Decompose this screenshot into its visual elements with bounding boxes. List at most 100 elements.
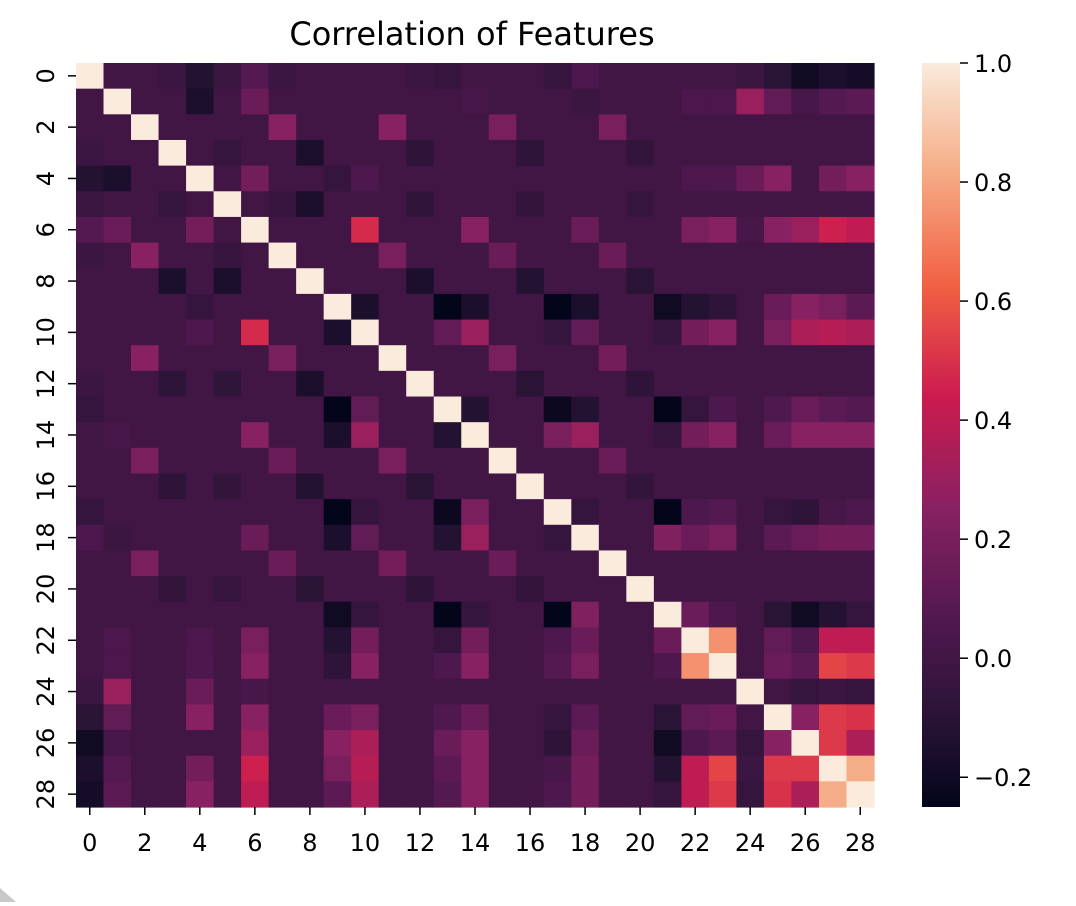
- heatmap-cell: [763, 345, 793, 372]
- heatmap-cell: [818, 370, 848, 398]
- heatmap-cell: [488, 550, 517, 577]
- heatmap-cell: [626, 730, 655, 757]
- heatmap-cell: [708, 653, 738, 680]
- heatmap-cell: [131, 422, 160, 449]
- heatmap-cell: [488, 268, 517, 295]
- heatmap-cell: [103, 704, 132, 731]
- heatmap-cell: [158, 216, 187, 244]
- heatmap-cell: [213, 601, 242, 629]
- heatmap-cell: [406, 576, 435, 603]
- heatmap-cell: [323, 242, 352, 269]
- heatmap-cell: [653, 653, 682, 680]
- heatmap-cell: [186, 499, 215, 526]
- heatmap-cell: [818, 345, 848, 372]
- heatmap-cell: [681, 755, 710, 782]
- heatmap-cell: [488, 63, 517, 90]
- heatmap-cell: [791, 576, 820, 603]
- heatmap-cell: [406, 678, 435, 705]
- heatmap-cell: [323, 653, 352, 680]
- colorbar-tick-label: −0.2: [974, 764, 1032, 792]
- heatmap-cell: [268, 447, 297, 475]
- heatmap-cell: [708, 576, 738, 603]
- heatmap-cell: [571, 88, 600, 115]
- heatmap-cell: [763, 499, 793, 526]
- heatmap-cell: [763, 576, 793, 603]
- heatmap-cell: [516, 88, 545, 115]
- heatmap-cell: [323, 499, 352, 526]
- heatmap-cell: [433, 345, 462, 372]
- heatmap-cell: [378, 627, 407, 654]
- heatmap-cell: [846, 319, 875, 346]
- heatmap-cell: [296, 114, 325, 141]
- heatmap-cell: [708, 755, 738, 782]
- heatmap-cell: [268, 139, 297, 167]
- heatmap-cell: [433, 242, 462, 269]
- heatmap-cell: [103, 63, 132, 90]
- heatmap-cell: [131, 447, 160, 475]
- heatmap-cell: [241, 345, 270, 372]
- heatmap-cell: [406, 139, 435, 167]
- heatmap-cell: [736, 601, 765, 629]
- heatmap-cell: [791, 370, 820, 398]
- heatmap-cell: [186, 63, 215, 90]
- heatmap-cell: [351, 242, 380, 269]
- heatmap-cell: [241, 473, 270, 500]
- heatmap-cell: [681, 319, 710, 346]
- x-tick-label: 4: [192, 829, 207, 857]
- heatmap-cell: [433, 396, 462, 423]
- heatmap-cell: [213, 396, 242, 423]
- heatmap-cell: [268, 370, 297, 398]
- heatmap-cell: [241, 63, 270, 90]
- heatmap-cell: [763, 139, 793, 167]
- heatmap-cell: [818, 653, 848, 680]
- heatmap-cell: [626, 499, 655, 526]
- resize-handle-icon[interactable]: [0, 888, 16, 902]
- heatmap-cell: [653, 704, 682, 731]
- heatmap-cell: [213, 627, 242, 654]
- heatmap-cell: [543, 550, 572, 577]
- heatmap-cell: [351, 396, 380, 423]
- heatmap-cell: [131, 653, 160, 680]
- heatmap-cell: [736, 781, 765, 808]
- heatmap-cell: [488, 242, 517, 269]
- heatmap-cell: [516, 242, 545, 269]
- heatmap-cell: [681, 370, 710, 398]
- heatmap-cell: [76, 601, 105, 629]
- heatmap-cell: [351, 755, 380, 782]
- heatmap-cell: [543, 268, 572, 295]
- heatmap-cell: [736, 293, 765, 321]
- heatmap-cell: [433, 63, 462, 90]
- heatmap-cell: [598, 88, 627, 115]
- heatmap-cell: [406, 191, 435, 218]
- heatmap-cell: [736, 268, 765, 295]
- heatmap-cell: [846, 601, 875, 629]
- heatmap-cell: [571, 396, 600, 423]
- heatmap-cell: [653, 499, 682, 526]
- heatmap-cell: [268, 63, 297, 90]
- heatmap-cell: [406, 114, 435, 141]
- colorbar-tick-label: 0.4: [974, 407, 1012, 435]
- x-tick-label: 26: [790, 829, 821, 857]
- heatmap-cell: [653, 601, 682, 629]
- heatmap-cell: [818, 191, 848, 218]
- heatmap-cell: [516, 601, 545, 629]
- heatmap-cell: [681, 447, 710, 475]
- heatmap-cell: [378, 216, 407, 244]
- heatmap-cell: [736, 524, 765, 552]
- heatmap-cell: [186, 216, 215, 244]
- heatmap-cell: [653, 730, 682, 757]
- heatmap-cell: [103, 319, 132, 346]
- heatmap-cell: [76, 755, 105, 782]
- heatmap-cell: [103, 88, 132, 115]
- heatmap-cell: [736, 730, 765, 757]
- heatmap-cell: [736, 627, 765, 654]
- heatmap-cell: [488, 601, 517, 629]
- heatmap-cell: [213, 422, 242, 449]
- heatmap-cell: [296, 165, 325, 192]
- heatmap-cell: [708, 216, 738, 244]
- heatmap-cell: [598, 396, 627, 423]
- heatmap-cell: [241, 447, 270, 475]
- heatmap-cell: [158, 499, 187, 526]
- heatmap-cell: [131, 370, 160, 398]
- heatmap-cell: [653, 473, 682, 500]
